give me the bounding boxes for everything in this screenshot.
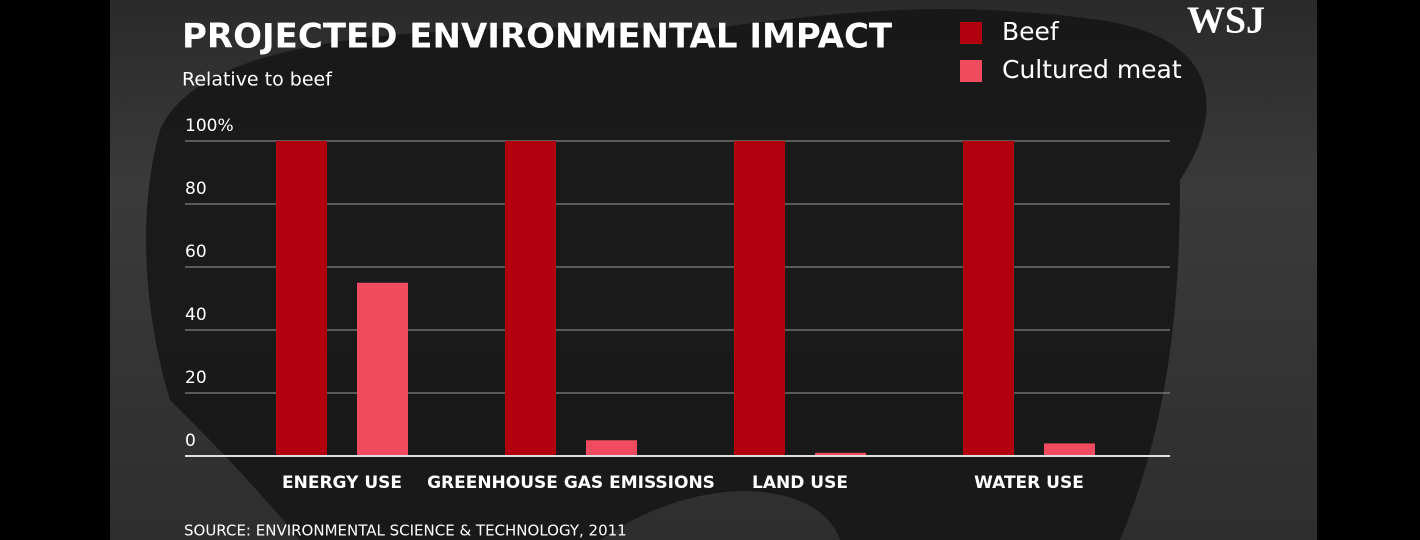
bar — [815, 452, 866, 456]
x-tick-label: GREENHOUSE GAS EMISSIONS — [427, 473, 715, 493]
bar — [276, 141, 327, 456]
legend-swatch — [960, 60, 982, 82]
bar — [734, 141, 785, 456]
bar — [963, 141, 1014, 456]
legend-label: Cultured meat — [1002, 55, 1182, 84]
x-tick-label: WATER USE — [974, 473, 1084, 493]
x-tick-label: ENERGY USE — [282, 473, 402, 493]
bar — [586, 440, 637, 456]
y-tick-label: 60 — [185, 242, 207, 262]
y-tick-label: 0 — [185, 431, 196, 451]
bar — [505, 141, 556, 456]
brand-logo: WSJ — [1187, 0, 1265, 42]
x-tick-label: LAND USE — [752, 473, 848, 493]
y-tick-label: 20 — [185, 368, 207, 388]
bar — [357, 282, 408, 456]
bar — [1044, 443, 1095, 456]
legend-swatch — [960, 22, 982, 44]
legend-label: Beef — [1002, 17, 1060, 46]
cow-silhouette — [146, 9, 1207, 540]
y-tick-label: 80 — [185, 179, 207, 199]
y-tick-label: 40 — [185, 305, 207, 325]
source-note: SOURCE: ENVIRONMENTAL SCIENCE & TECHNOLO… — [184, 522, 627, 540]
chart-title: PROJECTED ENVIRONMENTAL IMPACT — [182, 17, 893, 57]
y-tick-label: 100% — [185, 116, 234, 136]
chart-subtitle: Relative to beef — [182, 69, 333, 91]
